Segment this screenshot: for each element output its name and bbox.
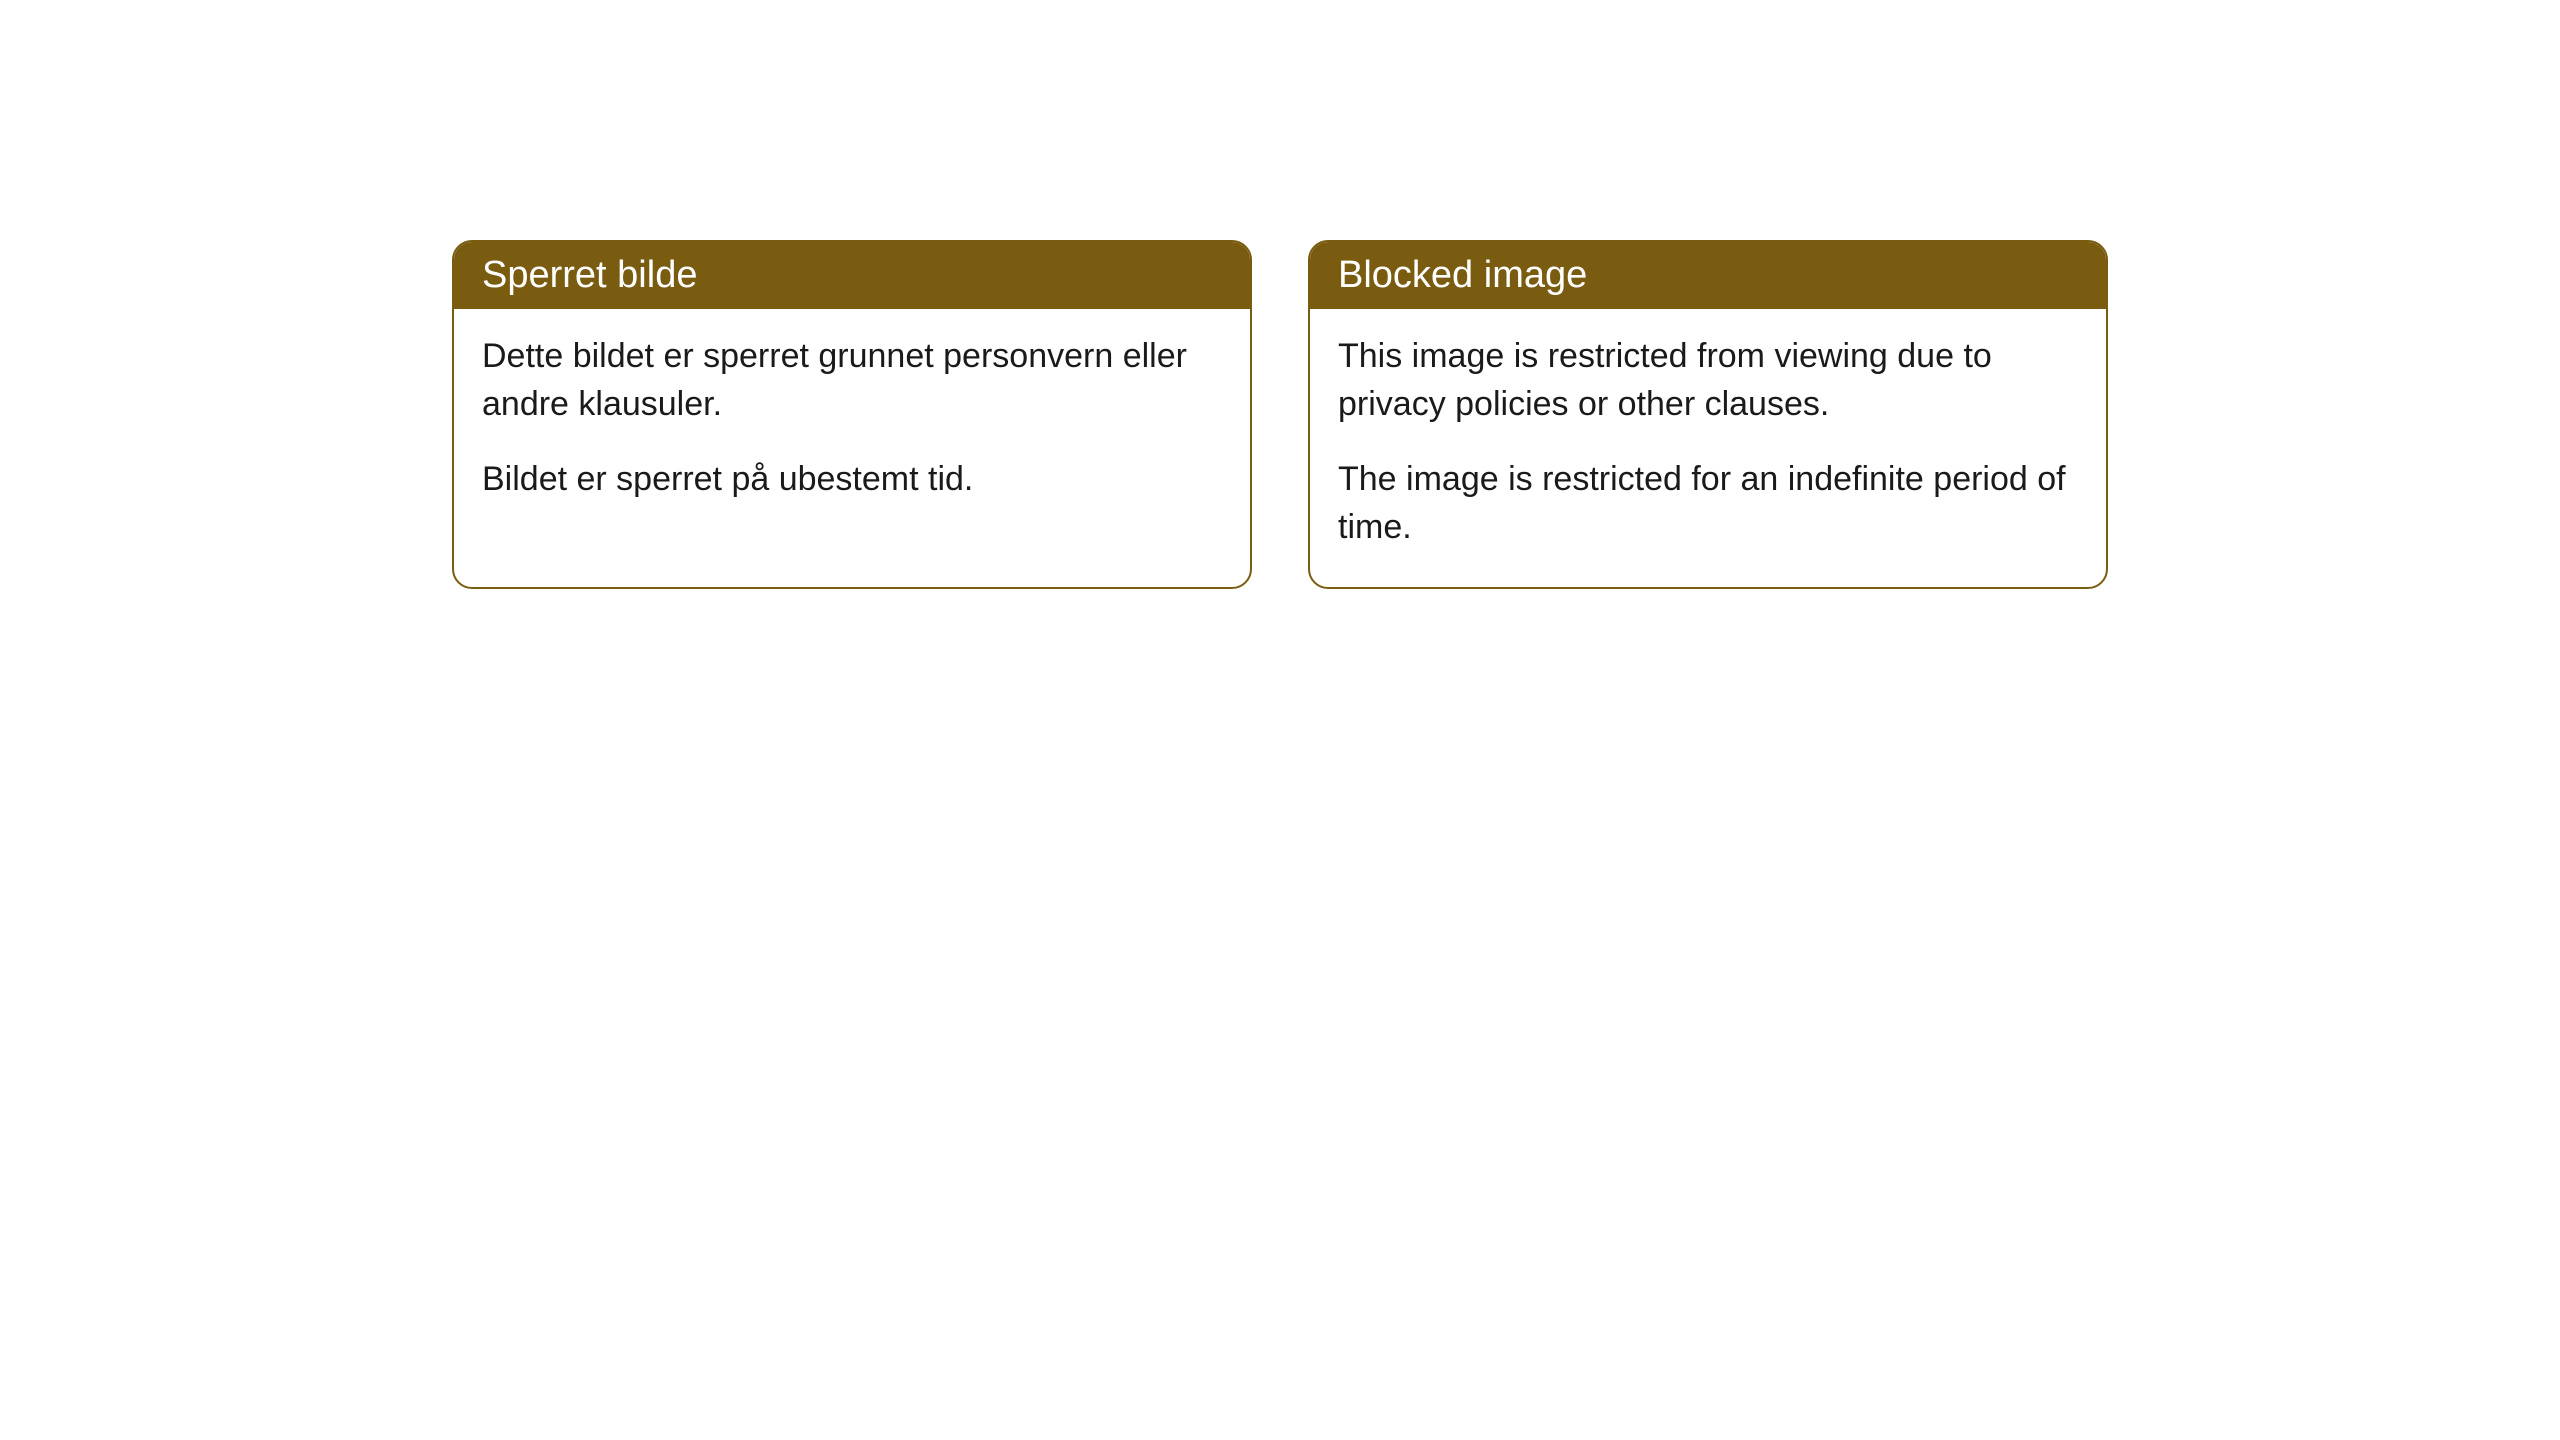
card-text-norwegian-2: Bildet er sperret på ubestemt tid. (482, 456, 1222, 504)
card-body-english: This image is restricted from viewing du… (1310, 309, 2106, 587)
notice-cards-container: Sperret bilde Dette bildet er sperret gr… (0, 240, 2560, 589)
card-text-norwegian-1: Dette bildet er sperret grunnet personve… (482, 333, 1222, 428)
blocked-image-card-norwegian: Sperret bilde Dette bildet er sperret gr… (452, 240, 1252, 589)
card-text-english-2: The image is restricted for an indefinit… (1338, 456, 2078, 551)
card-body-norwegian: Dette bildet er sperret grunnet personve… (454, 309, 1250, 540)
card-text-english-1: This image is restricted from viewing du… (1338, 333, 2078, 428)
blocked-image-card-english: Blocked image This image is restricted f… (1308, 240, 2108, 589)
card-header-english: Blocked image (1310, 242, 2106, 309)
card-header-norwegian: Sperret bilde (454, 242, 1250, 309)
